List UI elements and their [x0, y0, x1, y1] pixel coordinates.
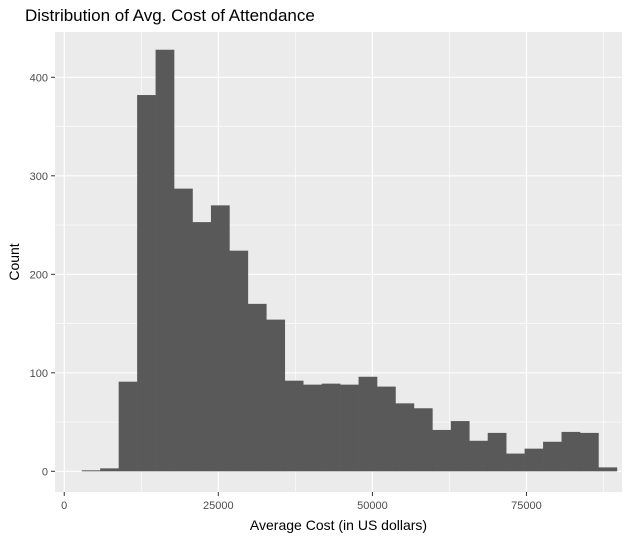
histogram-bar: [247, 303, 267, 472]
y-tick-label: 300: [30, 171, 48, 183]
histogram-bar: [377, 386, 396, 472]
histogram-bar: [598, 467, 618, 472]
histogram-bar: [174, 188, 193, 472]
x-tick-label: 25000: [203, 500, 234, 512]
x-tick-label: 0: [61, 500, 67, 512]
y-tick-label: 0: [42, 466, 48, 478]
histogram-bar: [118, 381, 138, 472]
histogram-bar: [579, 432, 599, 472]
y-tick-label: 200: [30, 269, 48, 281]
histogram-bar: [81, 470, 101, 472]
y-tick-label: 100: [30, 368, 48, 380]
histogram-bar: [155, 49, 175, 472]
histogram-bar: [210, 205, 230, 472]
chart-title: Distribution of Avg. Cost of Attendance: [25, 6, 315, 25]
histogram-bar: [450, 421, 470, 472]
x-tick-label: 75000: [511, 500, 542, 512]
histogram-bar: [303, 384, 322, 472]
histogram-bar: [487, 432, 507, 472]
histogram-bar: [413, 408, 433, 472]
y-tick-label: 400: [30, 72, 48, 84]
histogram-bar: [137, 95, 156, 472]
histogram-bar: [266, 319, 286, 472]
x-axis-title: Average Cost (in US dollars): [250, 517, 427, 533]
histogram-bar: [524, 448, 544, 472]
y-axis: 0 100 200 300 400: [30, 72, 55, 478]
histogram-bar: [192, 222, 212, 472]
x-axis: 0 25000 50000 75000: [61, 492, 542, 512]
histogram-bar: [561, 431, 581, 472]
histogram-bar: [321, 383, 341, 472]
histogram-bar: [432, 429, 452, 472]
histogram-bar: [100, 468, 119, 472]
histogram-bar: [395, 403, 415, 472]
histogram-bar: [340, 384, 359, 472]
y-axis-title: Count: [6, 243, 22, 280]
bars: [81, 49, 618, 472]
histogram-bar: [358, 376, 378, 472]
histogram-bar: [229, 250, 249, 472]
histogram-bar: [543, 441, 562, 472]
x-tick-label: 50000: [357, 500, 388, 512]
histogram-bar: [506, 453, 525, 472]
histogram-bar: [284, 380, 304, 472]
histogram-bar: [469, 440, 489, 472]
